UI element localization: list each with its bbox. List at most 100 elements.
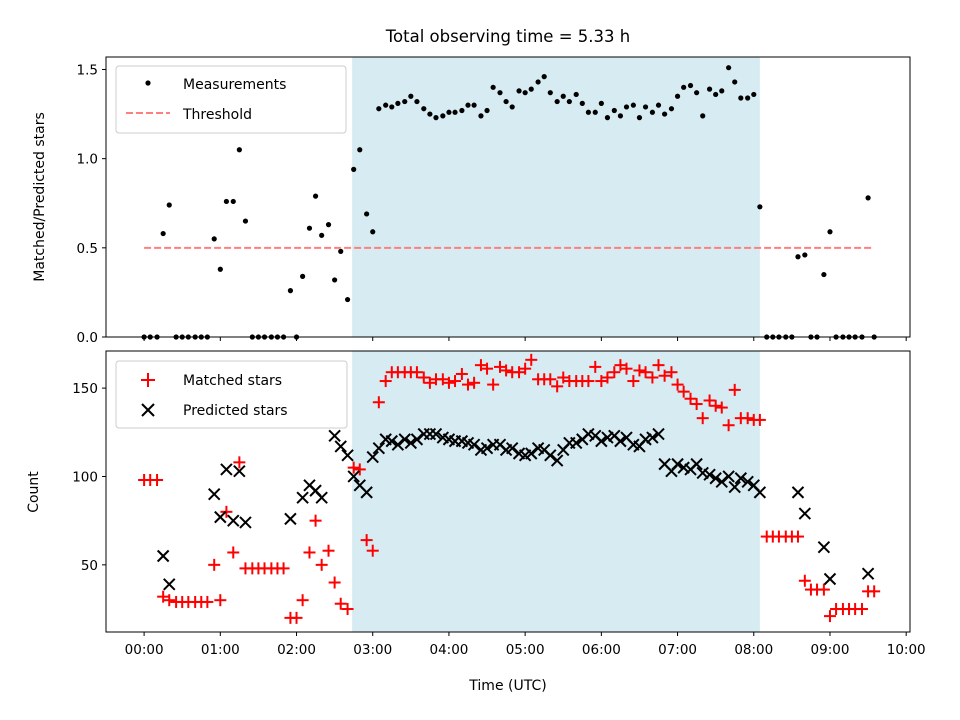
matched-star-point bbox=[614, 359, 627, 372]
predicted-star-point bbox=[214, 510, 227, 524]
measurement-point bbox=[573, 91, 579, 98]
predicted-star-point bbox=[569, 436, 583, 450]
top-y-tick-label: 1.0 bbox=[77, 152, 98, 168]
predicted-star-point bbox=[505, 441, 519, 455]
predicted-star-point bbox=[334, 440, 347, 453]
predicted-star-point bbox=[284, 512, 297, 526]
matched-star-point bbox=[709, 399, 722, 412]
matched-star-point bbox=[753, 413, 766, 426]
measurement-point bbox=[236, 147, 242, 153]
predicted-star-point bbox=[595, 434, 608, 448]
measurement-point bbox=[490, 84, 496, 90]
matched-star-point bbox=[227, 546, 240, 559]
measurement-point bbox=[440, 113, 446, 119]
predicted-star-point bbox=[163, 578, 176, 591]
measurement-point bbox=[617, 113, 624, 119]
predicted-star-point bbox=[296, 491, 309, 504]
measurement-point bbox=[566, 98, 572, 105]
matched-star-point bbox=[798, 574, 811, 587]
matched-star-point bbox=[309, 514, 322, 527]
matched-star-point bbox=[551, 380, 564, 393]
predicted-star-point bbox=[544, 449, 557, 462]
measurement-point bbox=[547, 90, 553, 96]
predicted-star-point bbox=[315, 491, 328, 504]
measurement-point bbox=[370, 229, 376, 235]
measurement-point bbox=[719, 88, 725, 94]
measurement-point bbox=[287, 288, 294, 294]
measurement-point bbox=[535, 79, 541, 85]
measurement-point bbox=[433, 115, 439, 121]
predicted-star-point bbox=[366, 450, 379, 464]
measurement-point bbox=[528, 86, 534, 92]
measurement-point bbox=[732, 79, 738, 85]
measurement-point bbox=[592, 109, 598, 115]
matched-star-point bbox=[341, 603, 354, 616]
matched-star-point bbox=[658, 369, 671, 382]
legend-measurements-marker bbox=[145, 80, 151, 86]
matched-star-point bbox=[633, 364, 646, 377]
predicted-star-point bbox=[372, 441, 386, 455]
measurement-point bbox=[452, 109, 458, 115]
measurement-point bbox=[795, 254, 801, 260]
bottom-y-tick-label: 100 bbox=[72, 469, 98, 485]
x-tick-label: 00:00 bbox=[125, 642, 164, 658]
measurement-point bbox=[465, 102, 471, 108]
matched-star-point bbox=[322, 544, 335, 557]
matched-star-point bbox=[595, 375, 608, 388]
measurement-point bbox=[376, 106, 382, 112]
predicted-star-point bbox=[817, 540, 831, 554]
x-tick-label: 08:00 bbox=[734, 642, 773, 658]
measurement-point bbox=[642, 104, 649, 110]
measurement-point bbox=[421, 106, 427, 112]
predicted-star-point bbox=[823, 572, 837, 586]
matched-star-point bbox=[855, 603, 868, 616]
predicted-star-point bbox=[671, 457, 684, 471]
matched-star-point bbox=[474, 359, 487, 372]
measurement-point bbox=[681, 84, 687, 90]
x-tick-label: 09:00 bbox=[811, 642, 850, 658]
matched-star-point bbox=[589, 360, 602, 373]
top-axes-frame bbox=[105, 56, 911, 338]
measurement-point bbox=[636, 115, 643, 121]
x-tick-label: 01:00 bbox=[201, 642, 240, 658]
measurement-point bbox=[471, 102, 477, 108]
matched-star-point bbox=[157, 590, 170, 603]
predicted-star-point bbox=[715, 475, 728, 488]
predicted-star-point bbox=[360, 486, 373, 499]
top-legend: Measurements Threshold bbox=[115, 65, 347, 134]
matched-star-point bbox=[690, 398, 703, 411]
matched-star-point bbox=[677, 385, 690, 398]
bottom-y-axis-label: Count bbox=[26, 471, 42, 513]
x-axis-label: Time (UTC) bbox=[468, 678, 546, 694]
bottom-y-tick-label: 150 bbox=[72, 381, 98, 397]
x-tick-label: 06:00 bbox=[582, 642, 621, 658]
measurement-point bbox=[630, 102, 636, 108]
bottom-shaded-span bbox=[352, 351, 760, 632]
measurement-point bbox=[332, 277, 338, 283]
bottom-y-tick-label: 50 bbox=[81, 558, 98, 574]
matched-star-point bbox=[639, 366, 652, 379]
matched-star-point bbox=[728, 383, 741, 396]
measurement-point bbox=[312, 193, 319, 199]
matched-star-point bbox=[646, 371, 659, 384]
matched-star-point bbox=[696, 412, 709, 425]
measurement-point bbox=[516, 88, 522, 94]
matched-star-point bbox=[525, 353, 538, 366]
matched-star-point bbox=[652, 359, 665, 372]
measurement-point bbox=[223, 198, 230, 205]
measurement-point bbox=[364, 211, 370, 217]
matched-star-point bbox=[868, 585, 881, 598]
legend-predicted-marker bbox=[141, 403, 155, 417]
matched-star-point bbox=[817, 583, 830, 596]
x-tick-label: 04:00 bbox=[429, 642, 468, 658]
matched-star-point bbox=[468, 376, 481, 389]
bottom-legend: Matched stars Predicted stars bbox=[115, 360, 348, 429]
predicted-star-point bbox=[690, 457, 703, 471]
bottom-x-ticks: 00:00 01:00 02:00 03:00 04:00 05:00 06:00 07:00… bbox=[125, 632, 926, 658]
legend-matched-label: Matched stars bbox=[183, 373, 282, 389]
matched-star-point bbox=[519, 362, 532, 375]
top-y-axis-label: Matched/Predicted stars bbox=[32, 112, 48, 282]
matched-star-point bbox=[347, 461, 360, 474]
measurement-point bbox=[351, 166, 357, 172]
measurement-point bbox=[427, 111, 433, 117]
